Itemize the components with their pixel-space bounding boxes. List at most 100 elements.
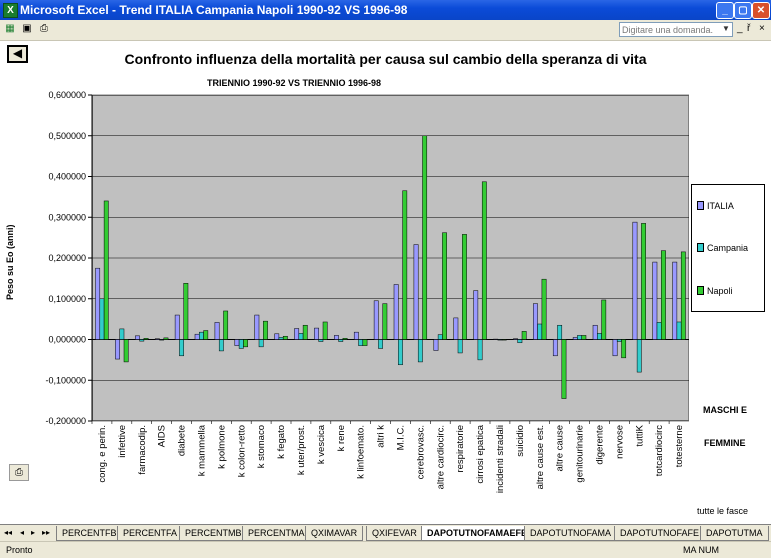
bar-napoli xyxy=(322,321,328,340)
maximize-button[interactable]: ▢ xyxy=(734,2,752,19)
bar-campania xyxy=(676,321,682,340)
legend-swatch xyxy=(697,201,704,210)
bar-napoli xyxy=(462,234,467,340)
y-axis-label: Peso su Eo (anni) xyxy=(5,224,15,300)
bar-campania xyxy=(577,335,582,340)
sheet-tab[interactable]: QXIFEVAR xyxy=(366,526,423,541)
bar-italia xyxy=(154,338,160,340)
sheet-tab[interactable]: PERCENTMB xyxy=(179,526,248,541)
x-tick-label: altre cause est. xyxy=(535,425,546,489)
sheet-tab[interactable]: DAPOTUTNOFAMAEFE xyxy=(421,526,533,541)
bar-campania xyxy=(417,339,423,363)
legend-item-campania: Campania xyxy=(697,243,748,253)
sheet-tab[interactable]: PERCENTMA xyxy=(242,526,311,541)
bar-napoli xyxy=(342,338,348,340)
sheet-tab[interactable]: DAPOTUTNOFAMA xyxy=(524,526,618,541)
sheet-tab[interactable]: PERCENTFA xyxy=(117,526,184,541)
bar-italia xyxy=(95,267,101,340)
y-tick-label: 0,400000 xyxy=(48,172,86,182)
mdi-restore-button[interactable]: ř xyxy=(747,23,751,34)
printer-icon[interactable]: ⎙ xyxy=(9,464,29,481)
chart-legend: ITALIA Campania Napoli xyxy=(691,184,765,312)
y-tick-label: -0,100000 xyxy=(45,375,86,385)
bar-campania xyxy=(477,339,483,361)
chart-svg: 0,600000 0,500000 0,400000 0,300000 0,200000… xyxy=(45,90,689,493)
bar-napoli xyxy=(282,335,288,340)
x-tick-label: altri k xyxy=(376,425,387,448)
bar-italia xyxy=(652,261,658,340)
status-ready: Pronto xyxy=(6,545,33,555)
bar-campania xyxy=(218,339,224,352)
bar-italia xyxy=(194,333,200,340)
x-tick-label: tuttiK xyxy=(634,424,645,446)
bar-italia xyxy=(592,324,598,340)
bar-napoli xyxy=(641,223,646,340)
sheet-tab[interactable]: QXIMAVAR xyxy=(305,526,364,541)
bar-italia xyxy=(453,317,459,340)
x-tick-label: k mammella xyxy=(196,424,207,476)
bar-napoli xyxy=(103,200,109,340)
x-tick-label: k uter/prost. xyxy=(296,425,307,475)
bar-napoli xyxy=(422,135,428,340)
x-tick-label: totcardiocirc xyxy=(654,425,665,476)
x-tick-label: infettive xyxy=(117,425,128,458)
save-icon[interactable]: ▣ xyxy=(22,23,32,34)
bar-campania xyxy=(358,339,364,346)
bar-campania xyxy=(636,339,642,373)
bar-italia xyxy=(373,300,379,340)
title-bar: X Microsoft Excel - Trend ITALIA Campani… xyxy=(0,0,771,20)
y-tick-label: 0,200000 xyxy=(48,253,86,263)
bar-italia xyxy=(672,261,678,340)
bar-napoli xyxy=(581,335,587,340)
bar-napoli xyxy=(442,232,447,340)
sheet-tab[interactable]: DAPOTUTNOFAFE xyxy=(614,526,706,541)
y-tick-label: -0,200000 xyxy=(45,416,86,426)
x-tick-label: k fegato xyxy=(276,425,287,459)
mdi-close-button[interactable]: × xyxy=(759,23,765,34)
bar-napoli xyxy=(661,250,666,340)
sheet-tab[interactable]: PERCENTFB xyxy=(56,526,123,541)
bar-italia xyxy=(413,244,419,340)
print-icon[interactable]: ⎙ xyxy=(40,23,48,34)
label-maschi: MASCHI E xyxy=(703,405,748,415)
back-arrow-icon[interactable]: ◀ xyxy=(7,45,28,63)
bar-italia xyxy=(115,339,120,360)
help-search-input[interactable]: Digitare una domanda. xyxy=(619,22,733,37)
first-sheet-button[interactable]: ◂◂ xyxy=(4,528,13,537)
x-tick-label: k vescica xyxy=(316,424,327,464)
bar-campania xyxy=(537,323,543,340)
bar-napoli xyxy=(541,278,547,340)
window-title: Microsoft Excel - Trend ITALIA Campania … xyxy=(20,3,408,17)
bar-napoli xyxy=(123,339,129,363)
bar-italia xyxy=(314,327,319,340)
chevron-down-icon[interactable]: ▼ xyxy=(722,24,730,33)
bar-italia xyxy=(174,314,180,340)
x-tick-label: altre cardiocirc. xyxy=(435,425,446,489)
bar-napoli xyxy=(183,283,189,340)
bar-napoli xyxy=(621,339,627,359)
last-sheet-button[interactable]: ▸▸ xyxy=(42,528,51,537)
sheet-tab[interactable]: DAPOTUTMA xyxy=(700,526,769,541)
x-tick-label: cerebrovasc. xyxy=(415,425,426,479)
excel-icon[interactable]: X xyxy=(3,3,18,18)
x-tick-label: digerente xyxy=(594,425,605,465)
bar-napoli xyxy=(143,338,149,340)
close-button[interactable]: ✕ xyxy=(752,2,770,19)
status-indicators: MA NUM xyxy=(683,545,719,555)
x-tick-label: nervose xyxy=(614,425,625,459)
bar-napoli xyxy=(263,320,268,340)
bar-campania xyxy=(159,339,165,341)
workbook-icon[interactable]: ▦ xyxy=(5,23,15,34)
bar-campania xyxy=(437,334,443,340)
prev-sheet-button[interactable]: ◂ xyxy=(20,528,25,537)
bar-napoli xyxy=(163,337,169,340)
bar-italia xyxy=(353,331,359,340)
mdi-minimize-button[interactable]: _ xyxy=(737,23,743,34)
bar-campania xyxy=(238,339,244,349)
bar-napoli xyxy=(362,339,368,346)
next-sheet-button[interactable]: ▸ xyxy=(31,528,36,537)
bar-campania xyxy=(616,339,622,342)
bar-napoli xyxy=(402,190,408,340)
bar-campania xyxy=(517,339,523,344)
minimize-button[interactable]: _ xyxy=(716,2,734,19)
